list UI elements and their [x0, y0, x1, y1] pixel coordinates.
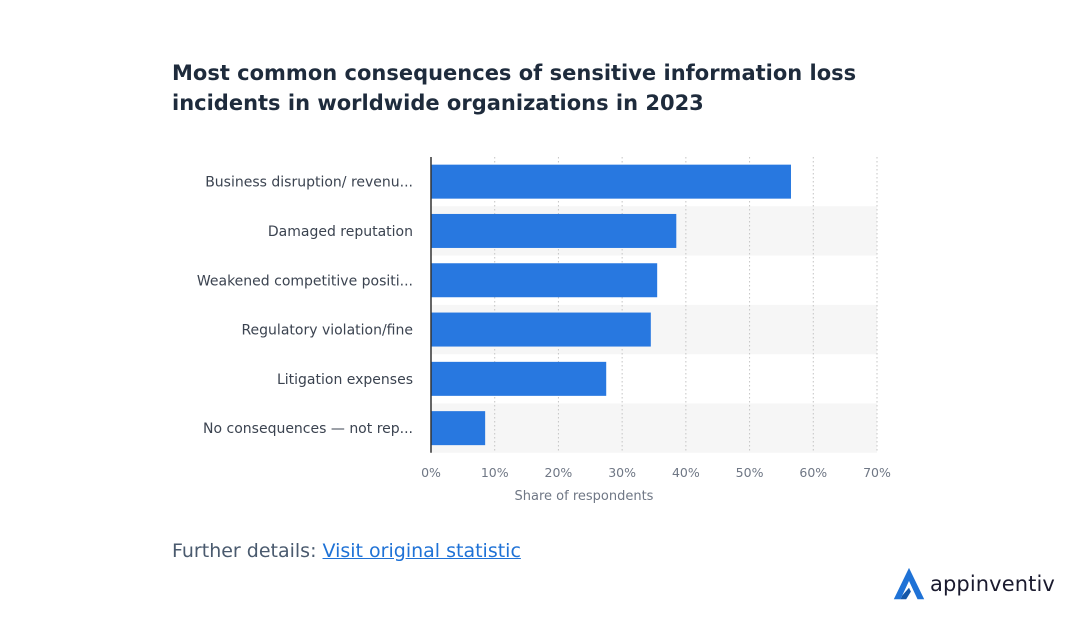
x-tick-label: 60% [799, 465, 827, 480]
bar[interactable] [431, 312, 651, 347]
category-label: Weakened competitive positi... [197, 273, 413, 289]
category-label: Litigation expenses [277, 372, 413, 388]
x-tick-label: 0% [421, 465, 441, 480]
bar[interactable] [431, 213, 677, 248]
category-label: Business disruption/ revenu... [205, 175, 413, 191]
category-label: Damaged reputation [268, 224, 413, 240]
x-tick-label: 20% [545, 465, 573, 480]
category-label: Regulatory violation/fine [241, 323, 413, 339]
x-tick-label: 70% [863, 465, 891, 480]
x-tick-label: 10% [481, 465, 509, 480]
x-axis-title: Share of respondents [515, 489, 654, 504]
row-band [431, 403, 877, 453]
bar[interactable] [431, 361, 607, 396]
further-details-label: Further details: [172, 540, 323, 562]
chart-title: Most common consequences of sensitive in… [172, 61, 857, 115]
brand: appinventiv [890, 565, 1055, 603]
x-tick-label: 50% [736, 465, 764, 480]
x-tick-label: 30% [608, 465, 636, 480]
bar[interactable] [431, 164, 791, 199]
category-label: No consequences — not rep... [203, 421, 413, 437]
visit-original-statistic-link[interactable]: Visit original statistic [322, 540, 521, 562]
x-tick-label: 40% [672, 465, 700, 480]
bar[interactable] [431, 263, 658, 298]
brand-name: appinventiv [930, 572, 1055, 596]
appinventiv-logo-icon [893, 567, 925, 600]
further-details: Further details: Visit original statisti… [172, 540, 521, 562]
bar[interactable] [431, 411, 486, 446]
